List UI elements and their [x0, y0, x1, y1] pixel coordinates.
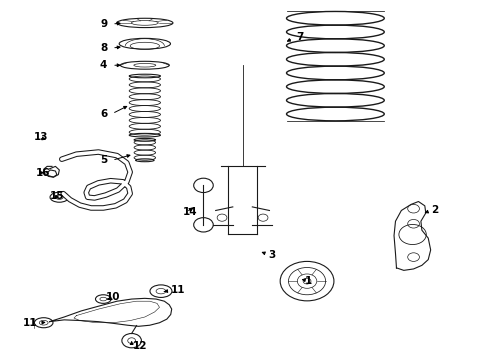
Text: 11: 11: [23, 318, 37, 328]
Text: 5: 5: [100, 155, 107, 165]
Text: 8: 8: [100, 43, 107, 53]
Text: 13: 13: [34, 132, 49, 142]
Text: 15: 15: [49, 191, 64, 201]
Text: 2: 2: [431, 206, 438, 216]
Text: 10: 10: [106, 292, 121, 302]
Text: 12: 12: [133, 341, 147, 351]
Text: 6: 6: [100, 109, 107, 119]
Text: 3: 3: [269, 249, 276, 260]
Text: 7: 7: [296, 32, 304, 42]
Text: 9: 9: [100, 19, 107, 29]
Text: 11: 11: [171, 285, 185, 295]
Text: 1: 1: [305, 276, 312, 286]
Text: 14: 14: [182, 207, 197, 217]
Text: 4: 4: [100, 60, 107, 70]
Text: 16: 16: [36, 168, 50, 178]
